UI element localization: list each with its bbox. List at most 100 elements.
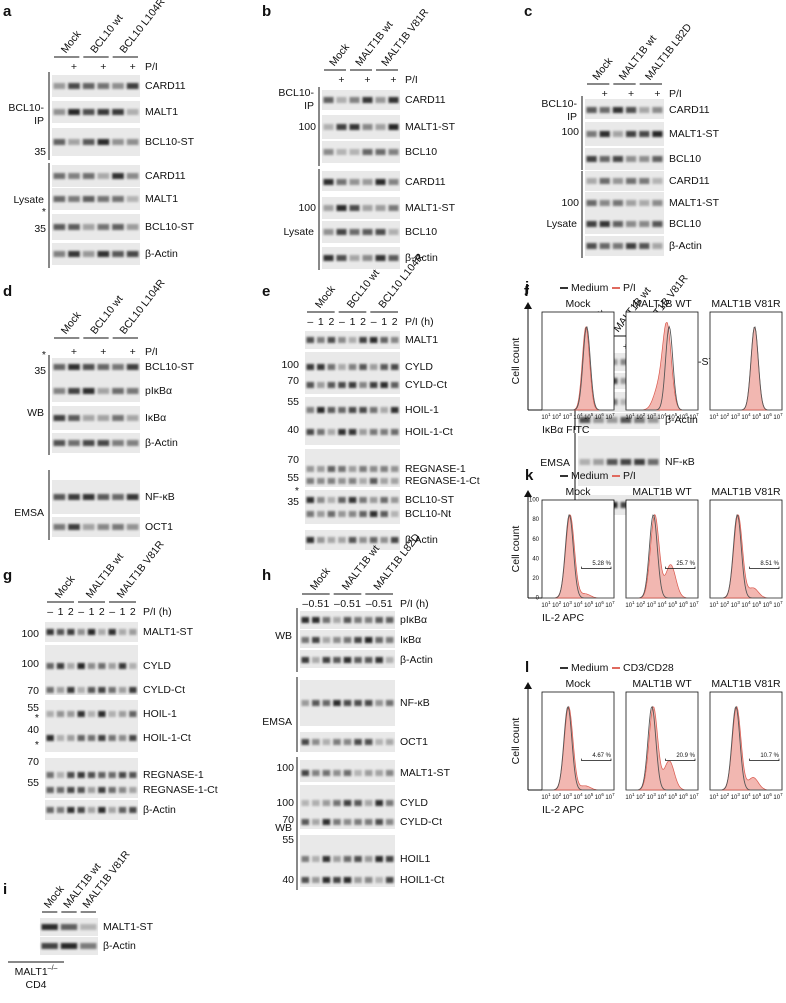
medium-histogram xyxy=(626,325,698,411)
blot xyxy=(305,490,400,524)
band xyxy=(82,224,95,230)
band xyxy=(67,711,75,717)
band xyxy=(586,107,597,113)
blot xyxy=(52,380,140,402)
band xyxy=(82,388,95,394)
x-tick-label: 105 xyxy=(584,412,594,420)
blot xyxy=(322,221,400,243)
band xyxy=(82,83,95,89)
band xyxy=(388,149,399,155)
blot xyxy=(578,436,660,486)
treatment: 0.5 xyxy=(309,598,324,610)
band xyxy=(362,124,373,130)
band xyxy=(647,417,659,423)
band xyxy=(327,337,336,343)
x-tick-label: 102 xyxy=(552,600,562,608)
band xyxy=(385,856,394,862)
band xyxy=(652,107,663,113)
band xyxy=(385,770,394,776)
band xyxy=(348,382,357,388)
band xyxy=(312,770,320,776)
medium-histogram xyxy=(542,705,614,791)
band xyxy=(369,364,378,370)
blot-label: NF-κB xyxy=(665,456,695,468)
lane-label: Mock xyxy=(327,41,352,69)
band xyxy=(312,877,320,883)
y-axis-label: Cell count xyxy=(510,718,522,765)
band xyxy=(612,243,623,249)
band xyxy=(129,807,137,813)
y-tick-label: 0 xyxy=(536,596,540,602)
mw-marker: * xyxy=(295,485,299,497)
band xyxy=(322,877,331,883)
blot-label: CARD11 xyxy=(145,170,186,182)
blot-label: MALT1-ST xyxy=(669,197,720,209)
tick-base: 10 xyxy=(573,795,580,801)
tick-base: 10 xyxy=(552,603,559,609)
band xyxy=(343,657,352,663)
blot xyxy=(585,171,664,191)
blot-label: MALT1-ST xyxy=(405,202,456,214)
band xyxy=(336,149,347,155)
band xyxy=(98,711,106,717)
band xyxy=(343,770,352,776)
band xyxy=(301,739,310,745)
tick-base: 10 xyxy=(595,415,602,421)
tick-base: 10 xyxy=(595,795,602,801)
treatment: + xyxy=(654,88,660,100)
band xyxy=(323,205,334,211)
tick-base: 10 xyxy=(763,603,770,609)
blot-label: BCL10-ST xyxy=(145,221,195,233)
panel-letter: i xyxy=(3,881,7,898)
x-tick-label: 105 xyxy=(752,600,762,608)
band xyxy=(369,407,378,413)
band xyxy=(359,537,367,543)
tick-exp: 5 xyxy=(759,792,762,797)
band xyxy=(53,251,66,257)
x-tick-label: 106 xyxy=(763,412,773,420)
x-tick-label: 102 xyxy=(552,792,562,800)
band xyxy=(46,772,54,778)
band xyxy=(375,637,383,643)
blot-label: BCL10-ST xyxy=(145,136,195,148)
band xyxy=(354,739,362,745)
band xyxy=(312,617,320,623)
tick-base: 10 xyxy=(689,603,696,609)
tick-exp: 5 xyxy=(591,412,594,417)
band xyxy=(639,156,650,162)
blot-label: CYLD xyxy=(405,361,433,373)
band xyxy=(354,856,362,862)
tick-base: 10 xyxy=(752,795,759,801)
blot-label: BCL10-ST xyxy=(405,494,455,506)
panel-letter: a xyxy=(3,3,12,20)
band xyxy=(301,856,310,862)
tick-exp: 6 xyxy=(601,412,604,417)
lane-label: BCL10 L104R xyxy=(117,277,167,337)
tick-exp: 2 xyxy=(643,792,646,797)
band xyxy=(639,107,650,113)
blot xyxy=(52,243,140,265)
tick-base: 10 xyxy=(636,415,643,421)
treatment: – xyxy=(109,606,115,618)
band xyxy=(338,382,346,388)
band xyxy=(586,243,597,249)
band xyxy=(343,800,352,806)
band xyxy=(53,494,66,500)
band xyxy=(126,224,139,230)
band xyxy=(652,243,663,249)
band xyxy=(98,629,106,635)
blot-label: β-Actin xyxy=(669,240,702,252)
tick-exp: 3 xyxy=(653,600,656,605)
x-tick-label: 106 xyxy=(679,600,689,608)
gate xyxy=(665,566,696,569)
blot xyxy=(322,141,400,163)
band xyxy=(652,178,663,184)
blot-label: MALT1-ST xyxy=(103,921,154,933)
band xyxy=(336,179,347,185)
band xyxy=(388,229,399,235)
lane-label: Mock xyxy=(590,55,615,83)
legend-label: Medium xyxy=(571,282,609,294)
band xyxy=(390,407,399,413)
